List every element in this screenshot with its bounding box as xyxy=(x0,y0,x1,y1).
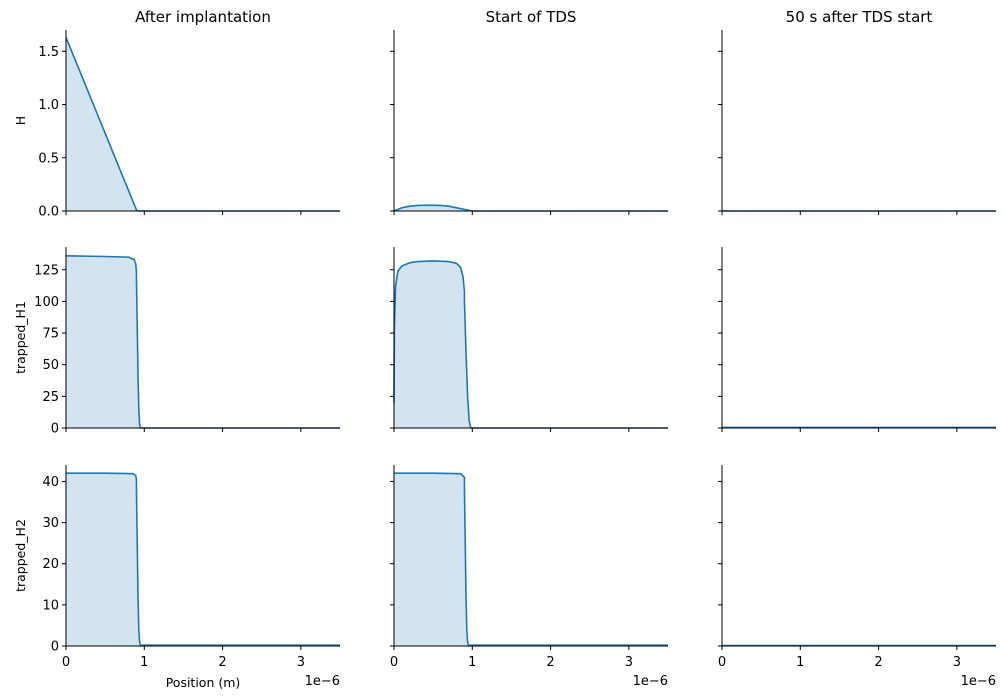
x-tick-label: 1 xyxy=(796,655,804,670)
y-tick-label: 1.5 xyxy=(38,45,59,60)
column-title: 50 s after TDS start xyxy=(786,8,933,26)
series-fill-r0c0 xyxy=(66,37,340,212)
series-fill-r1c0 xyxy=(66,255,340,428)
y-tick-label: 0.0 xyxy=(38,205,59,220)
y-tick-label: 100 xyxy=(34,295,59,310)
x-tick-label: 2 xyxy=(218,655,226,670)
x-offset-text: 1e−6 xyxy=(633,674,668,689)
column-title: After implantation xyxy=(135,8,271,26)
y-axis-label: H xyxy=(13,116,28,125)
x-tick-label: 1 xyxy=(140,655,148,670)
y-tick-label: 1.0 xyxy=(38,98,59,113)
series-line-r1c0 xyxy=(65,255,340,429)
x-tick-label: 3 xyxy=(297,655,305,670)
y-tick-label: 40 xyxy=(42,475,59,490)
x-tick-label: 0 xyxy=(718,655,726,670)
y-tick-label: 75 xyxy=(42,327,59,342)
y-tick-label: 30 xyxy=(42,516,59,531)
y-tick-label: 0.5 xyxy=(38,151,59,166)
y-tick-label: 25 xyxy=(42,390,59,405)
x-tick-label: 1 xyxy=(468,655,476,670)
y-tick-label: 0 xyxy=(51,640,59,655)
x-tick-label: 2 xyxy=(546,655,554,670)
series-line-r1c1 xyxy=(393,260,668,429)
y-axis-label: trapped_H2 xyxy=(13,519,28,592)
y-tick-label: 50 xyxy=(42,358,59,373)
y-tick-label: 20 xyxy=(42,557,59,572)
y-tick-label: 125 xyxy=(34,263,59,278)
x-axis-label: Position (m) xyxy=(166,675,241,690)
x-offset-text: 1e−6 xyxy=(305,674,340,689)
series-fill-r2c1 xyxy=(394,473,668,646)
series-line-r2c1 xyxy=(394,472,668,646)
series-fill-r2c0 xyxy=(66,473,340,646)
series-line-r0c1 xyxy=(393,204,668,212)
y-axis-label: trapped_H1 xyxy=(13,301,28,374)
x-tick-label: 2 xyxy=(874,655,882,670)
y-tick-label: 0 xyxy=(51,422,59,437)
y-tick-label: 10 xyxy=(42,598,59,613)
column-title: Start of TDS xyxy=(486,8,577,26)
x-tick-label: 0 xyxy=(390,655,398,670)
x-offset-text: 1e−6 xyxy=(961,674,996,689)
x-tick-label: 3 xyxy=(625,655,633,670)
x-tick-label: 0 xyxy=(62,655,70,670)
series-fill-r1c1 xyxy=(394,260,668,428)
series-line-r2c0 xyxy=(66,472,340,646)
x-tick-label: 3 xyxy=(953,655,961,670)
